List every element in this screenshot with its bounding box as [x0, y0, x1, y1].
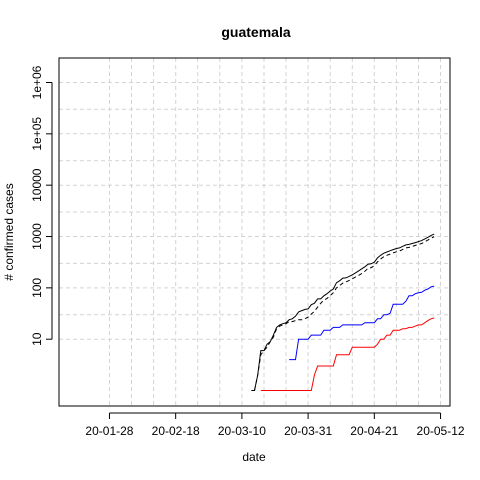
y-tick-label: 10000 — [30, 168, 44, 202]
y-tick-label: 10 — [30, 332, 44, 346]
y-tick-label: 1000 — [30, 223, 44, 250]
plot-frame — [58, 57, 451, 407]
grid-layer — [59, 57, 450, 406]
y-axis-label: # confirmed cases — [2, 183, 16, 280]
y-tick-label: 100 — [30, 278, 44, 298]
series-line-3 — [289, 285, 435, 361]
x-tick-label: 20-02-18 — [152, 424, 200, 438]
series-layer — [251, 233, 435, 391]
y-tick-label: 1e+06 — [30, 65, 44, 99]
y-tick-label: 1e+05 — [30, 117, 44, 151]
x-tick-label: 20-04-21 — [350, 424, 398, 438]
axis-layer: 20-01-28 20-02-18 20-03-10 20-03-31 20-04-21… — [30, 65, 465, 438]
series-line-1 — [251, 233, 435, 391]
x-tick-label: 20-03-31 — [284, 424, 332, 438]
chart-title: guatemala — [221, 24, 290, 40]
x-tick-label: 20-05-12 — [417, 424, 465, 438]
x-tick-label: 20-01-28 — [85, 424, 133, 438]
series-line-4 — [260, 317, 435, 391]
x-tick-label: 20-03-10 — [218, 424, 266, 438]
x-axis-label: date — [242, 450, 266, 464]
